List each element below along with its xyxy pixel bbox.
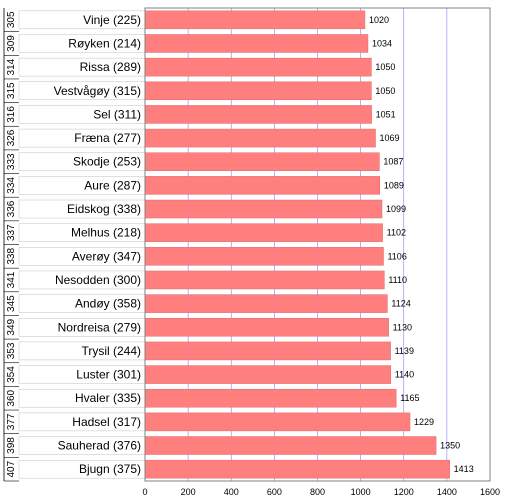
category-label: Averøy (347) — [72, 249, 141, 263]
category-label: Nordreisa (279) — [58, 320, 141, 334]
category-label: Vinje (225) — [83, 13, 141, 27]
x-tick-label: 0 — [142, 487, 147, 497]
bar — [144, 105, 372, 124]
x-tick-label: 200 — [181, 487, 196, 497]
category-label: Eidskog (338) — [67, 202, 141, 216]
value-label: 1139 — [395, 346, 414, 356]
bar — [144, 152, 380, 171]
bar — [144, 247, 384, 266]
value-label: 1350 — [440, 441, 460, 451]
value-label: 1106 — [387, 251, 406, 261]
value-label: 1087 — [383, 157, 403, 167]
category-labels: Vinje (225) Røyken (214) Rissa (289) Vestvå… — [18, 10, 146, 479]
rank-label: 334 — [6, 177, 17, 194]
value-label: 1034 — [372, 38, 392, 48]
rank-label: 309 — [6, 35, 17, 52]
rank-label: 326 — [6, 129, 17, 146]
value-label: 1110 — [388, 275, 407, 285]
bar — [144, 388, 397, 408]
bars — [144, 10, 450, 479]
grid-lines — [3, 8, 491, 481]
category-label: Rissa (289) — [80, 60, 141, 74]
value-label: 1099 — [386, 204, 406, 214]
category-label: Fræna (277) — [74, 131, 141, 145]
rank-label: 407 — [6, 460, 17, 477]
value-label: 1050 — [375, 86, 395, 96]
bar — [144, 34, 369, 53]
bar — [144, 81, 372, 101]
bar — [144, 176, 381, 195]
x-tick-label: 1400 — [437, 487, 457, 497]
bar — [144, 436, 437, 455]
rank-label: 315 — [6, 82, 17, 99]
rank-label: 314 — [6, 58, 17, 75]
value-label: 1130 — [393, 322, 412, 332]
x-tick-label: 400 — [224, 487, 239, 497]
bar — [144, 294, 388, 313]
value-label: 1413 — [454, 464, 474, 474]
rank-labels: 305 309 314 315 316 326 333 334 336 337 338 341 345 3… — [4, 11, 19, 482]
value-label: 1124 — [391, 299, 410, 309]
x-tick-labels: 0 200 400 600 800 1000 1200 1400 1600 — [142, 487, 500, 497]
category-label: Aure (287) — [84, 178, 141, 192]
category-label: Hvaler (335) — [75, 391, 141, 405]
bar — [144, 10, 366, 30]
bar — [144, 341, 391, 361]
category-label: Røyken (214) — [68, 36, 141, 50]
x-tick-label: 800 — [310, 487, 325, 497]
x-tick-label: 600 — [267, 487, 282, 497]
category-label: Bjugn (375) — [79, 462, 141, 476]
bar — [144, 199, 383, 219]
category-label: Luster (301) — [76, 368, 141, 382]
category-label: Sel (311) — [93, 107, 141, 121]
bar — [144, 365, 392, 384]
value-labels: 1020 1034 1050 1050 1051 1069 1087 1089 1099 1102… — [369, 15, 474, 474]
rank-label: 316 — [6, 106, 17, 123]
bar — [144, 128, 376, 148]
rank-label: 338 — [6, 248, 17, 265]
x-tick-label: 1000 — [351, 487, 371, 497]
value-label: 1102 — [387, 228, 406, 238]
value-label: 1050 — [375, 62, 395, 72]
value-label: 1069 — [380, 133, 400, 143]
plot-frame — [144, 7, 491, 482]
rank-label: 341 — [6, 271, 17, 288]
x-tick-label: 1200 — [394, 487, 414, 497]
rank-label: 349 — [6, 318, 17, 335]
category-label: Hadsel (317) — [72, 415, 141, 429]
value-label: 1020 — [369, 15, 389, 25]
value-label: 1229 — [414, 417, 434, 427]
category-label: Andøy (358) — [75, 297, 141, 311]
rank-label: 354 — [6, 366, 17, 383]
rank-label: 398 — [6, 437, 17, 454]
category-label: Skodje (253) — [73, 155, 141, 169]
rank-label: 305 — [6, 11, 17, 28]
bar — [144, 318, 389, 337]
value-label: 1089 — [384, 180, 404, 190]
rank-label: 345 — [6, 295, 17, 312]
rank-label: 337 — [6, 224, 17, 241]
bar — [144, 459, 450, 479]
category-label: Nesodden (300) — [55, 273, 141, 287]
rank-label: 377 — [6, 413, 17, 430]
bar — [144, 412, 411, 432]
rank-label: 360 — [6, 389, 17, 406]
bar — [144, 57, 372, 77]
rank-label: 336 — [6, 200, 17, 217]
rank-label: 353 — [6, 342, 17, 359]
category-label: Sauherad (376) — [58, 439, 141, 453]
bar — [144, 270, 385, 290]
x-tick-label: 1600 — [480, 487, 500, 497]
bar — [144, 223, 383, 242]
value-label: 1165 — [400, 393, 419, 403]
category-label: Trysil (244) — [81, 344, 141, 358]
rank-label: 333 — [6, 153, 17, 170]
value-label: 1051 — [376, 109, 396, 119]
value-label: 1140 — [395, 370, 414, 380]
category-label: Vestvågøy (315) — [54, 84, 141, 98]
category-label: Melhus (218) — [71, 226, 141, 240]
